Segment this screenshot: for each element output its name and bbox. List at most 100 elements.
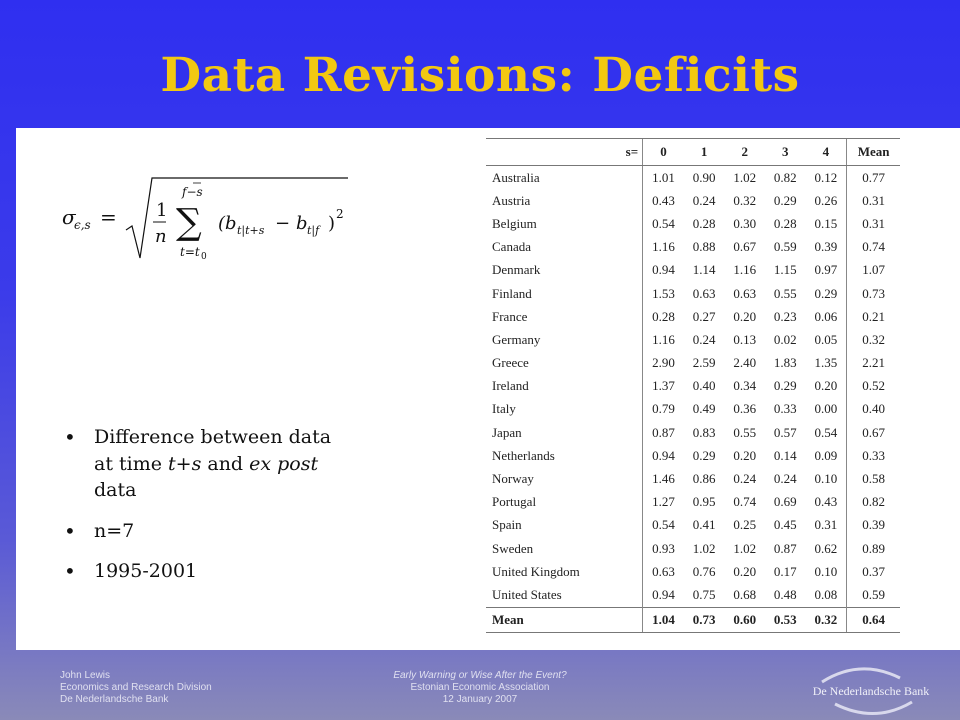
spacer-cell	[614, 606, 643, 633]
mean-cell: 0.89	[846, 537, 900, 561]
country-cell: Japan	[492, 424, 522, 440]
value-cell: 0.28	[642, 305, 684, 329]
country-cell: Portugal	[492, 494, 537, 510]
country-cell: Greece	[492, 355, 529, 371]
value-cell: 0.87	[773, 540, 797, 556]
bullet-list: Difference between data at time t+s and …	[62, 423, 352, 599]
table-row: Portugal 1.27 0.95 0.74 0.69 0.43 0.82	[486, 490, 900, 514]
value-cell: 0.30	[733, 215, 757, 231]
table-row: United States 0.94 0.75 0.68 0.48 0.08 0.59	[486, 583, 900, 608]
spacer-cell	[615, 537, 643, 560]
value-cell: 0.36	[733, 401, 757, 417]
table-header-cell	[486, 138, 615, 166]
value-cell: 0.41	[692, 517, 716, 533]
table-row: Germany 1.16 0.24 0.13 0.02 0.05 0.32	[486, 328, 900, 352]
mean-cell: 0.31	[846, 212, 900, 236]
country-cell: Netherlands	[492, 447, 555, 463]
value-cell: 2.59	[692, 355, 716, 371]
value-cell: 0.17	[773, 563, 797, 579]
value-cell: 0.74	[733, 494, 757, 510]
country-cell: Sweden	[492, 540, 534, 556]
value-cell: 0.06	[814, 308, 838, 324]
value-cell: 0.10	[814, 563, 838, 579]
formula-sum-lower-sub: 0	[201, 252, 207, 262]
value-cell: 0.39	[814, 239, 838, 255]
value-cell: 0.67	[733, 239, 757, 255]
table-row: Japan 0.87 0.83 0.55 0.57 0.54 0.67	[486, 421, 900, 445]
value-cell: 0.55	[773, 285, 797, 301]
formula-minus: −	[275, 213, 290, 234]
value-cell: 0.20	[814, 378, 838, 394]
value-cell: 0.32	[733, 192, 757, 208]
value-cell: 0.29	[773, 192, 797, 208]
table-body: Australia 1.01 0.90 1.02 0.82 0.12 0.77 Austria…	[486, 165, 900, 608]
value-cell: 0.94	[642, 444, 684, 468]
table-row: Austria 0.43 0.24 0.32 0.29 0.26 0.31	[486, 189, 900, 213]
mean-cell: 0.73	[846, 281, 900, 306]
content-area: σ ϵ,s = 1 n f−s ∑ t=t 0 (b t|t+s − b t|f…	[16, 128, 960, 650]
mean-cell: 0.32	[846, 328, 900, 352]
table-header-cell: 4	[805, 138, 847, 166]
value-cell: 2.90	[642, 351, 684, 375]
value-cell: 0.12	[814, 169, 838, 185]
value-cell: 1.83	[773, 355, 797, 371]
value-cell: 0.43	[814, 494, 838, 510]
spacer-cell	[615, 352, 643, 375]
value-cell: 0.60	[724, 606, 765, 633]
value-cell: 0.53	[764, 606, 806, 633]
value-cell: 0.79	[642, 397, 684, 422]
value-cell: 0.14	[773, 447, 797, 463]
value-cell: 0.08	[814, 586, 838, 602]
value-cell: 0.29	[773, 378, 797, 394]
value-cell: 0.29	[692, 447, 716, 463]
formula-close: )	[328, 213, 335, 234]
formula-sum-upper: f−s	[181, 185, 203, 199]
bullet-text: and	[201, 452, 250, 475]
value-cell: 0.24	[773, 471, 797, 487]
value-cell: 0.28	[692, 215, 716, 231]
value-cell: 0.88	[692, 239, 716, 255]
spacer-cell	[615, 236, 643, 259]
value-cell: 0.86	[692, 471, 716, 487]
value-cell: 0.73	[683, 606, 725, 633]
value-cell: 1.02	[733, 169, 757, 185]
footer-author: John Lewis Economics and Research Divisi…	[60, 670, 212, 706]
country-cell: Norway	[492, 471, 534, 487]
mean-cell: 0.58	[846, 467, 900, 491]
table-header-cell: Mean	[846, 138, 900, 166]
table-row: United Kingdom 0.63 0.76 0.20 0.17 0.10 0.37	[486, 560, 900, 584]
value-cell: 0.54	[642, 212, 684, 236]
mean-cell: 0.33	[846, 444, 900, 468]
value-cell: 0.57	[773, 424, 797, 440]
mean-cell: 0.31	[846, 189, 900, 213]
value-cell: 0.95	[692, 494, 716, 510]
spacer-cell	[615, 467, 643, 490]
mean-cell: 1.07	[846, 258, 900, 282]
value-cell: 0.10	[814, 471, 838, 487]
country-cell: Italy	[492, 401, 516, 417]
value-cell: 1.37	[642, 374, 684, 398]
revisions-table-wrap: s= 0 1 2 3 4 Mean Australia 1.01 0.90 1.02 0.82 0.1…	[486, 138, 900, 633]
footer-author-division: Economics and Research Division	[60, 682, 212, 693]
country-cell: United Kingdom	[492, 563, 580, 579]
mean-cell: 0.59	[846, 583, 900, 608]
table-header-cell: 3	[764, 138, 806, 166]
value-cell: 0.29	[814, 285, 838, 301]
value-cell: 0.24	[733, 471, 757, 487]
spacer-cell	[615, 166, 643, 190]
value-cell: 0.20	[733, 563, 757, 579]
value-cell: 0.54	[642, 513, 684, 537]
value-cell: 0.97	[814, 262, 838, 278]
mean-cell: 0.77	[846, 165, 900, 190]
bullet-text-italic: ex post	[249, 452, 319, 475]
spacer-cell	[615, 375, 643, 398]
formula-frac-num: 1	[156, 200, 167, 221]
bullet-text: n=7	[94, 519, 135, 542]
revisions-table: s= 0 1 2 3 4 Mean Australia 1.01 0.90 1.02 0.82 0.1…	[486, 138, 900, 633]
country-cell: Australia	[492, 169, 540, 185]
mean-cell: 0.64	[846, 606, 900, 633]
table-row: Denmark 0.94 1.14 1.16 1.15 0.97 1.07	[486, 258, 900, 282]
mean-cell: 0.39	[846, 513, 900, 537]
table-row: Canada 1.16 0.88 0.67 0.59 0.39 0.74	[486, 235, 900, 259]
table-row: Greece 2.90 2.59 2.40 1.83 1.35 2.21	[486, 351, 900, 375]
